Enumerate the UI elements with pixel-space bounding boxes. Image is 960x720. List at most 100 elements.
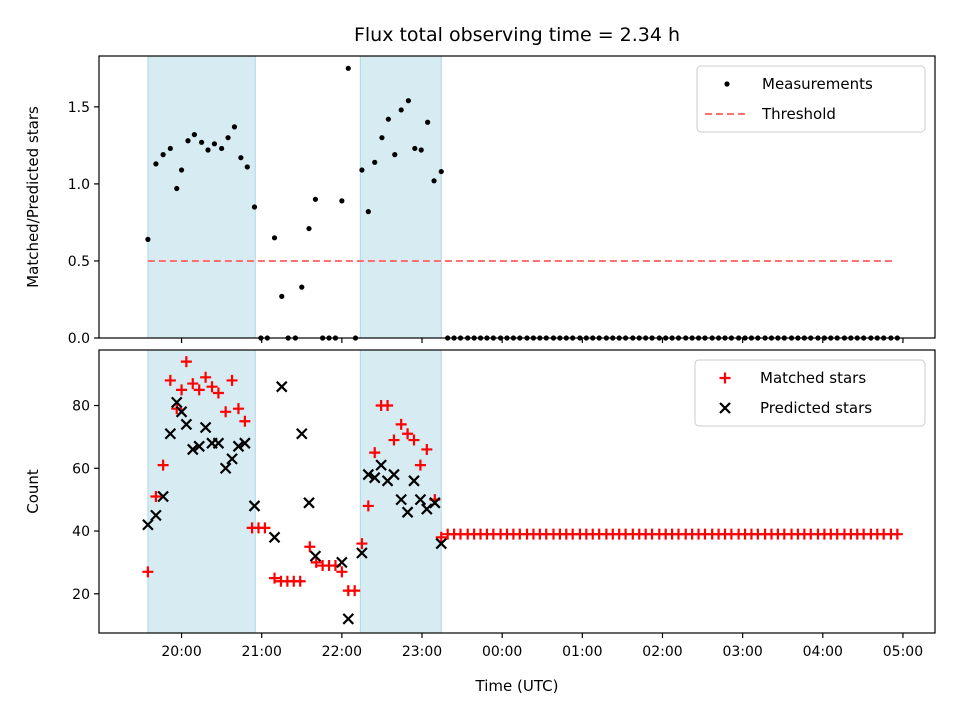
- x-tick-label: 23:00: [402, 644, 442, 660]
- predicted-star-point: [268, 531, 281, 544]
- matched-star-point: [402, 428, 414, 440]
- matched-star-point: [414, 459, 426, 471]
- legend-label: Predicted stars: [760, 399, 872, 417]
- measurement-point: [412, 145, 418, 152]
- predicted-star-point: [356, 547, 368, 559]
- measurement-point: [339, 198, 345, 204]
- legend-marker: [724, 81, 730, 87]
- y-axis-label: Count: [24, 469, 42, 514]
- x-tick-label: 22:00: [322, 644, 362, 660]
- measurement-point: [299, 284, 305, 290]
- measurement-point: [178, 167, 185, 173]
- x-axis-label: Time (UTC): [475, 677, 559, 695]
- measurement-point: [379, 135, 385, 141]
- predicted-star-point: [239, 437, 251, 449]
- predicted-star-point: [401, 506, 414, 518]
- predicted-star-point: [212, 437, 225, 449]
- measurement-point: [185, 138, 191, 144]
- predicted-star-point: [275, 380, 288, 393]
- predicted-star-point: [175, 406, 188, 418]
- measurement-point: [372, 159, 378, 165]
- predicted-star-point: [435, 537, 448, 550]
- matched-star-point: [259, 522, 271, 534]
- measurement-point: [198, 139, 205, 145]
- predicted-star-point: [375, 459, 387, 471]
- measurement-point: [405, 98, 411, 104]
- measurement-point: [244, 164, 250, 170]
- matched-star-point: [171, 403, 183, 415]
- predicted-star-point: [157, 490, 169, 503]
- predicted-star-point: [368, 471, 381, 484]
- matched-star-point: [382, 400, 394, 412]
- predicted-star-point: [395, 493, 407, 506]
- x-tick-label: 20:00: [161, 644, 201, 660]
- predicted-star-point: [232, 440, 245, 453]
- matched-star-point: [388, 434, 400, 446]
- predicted-star-point: [142, 518, 154, 531]
- measurement-point: [191, 131, 197, 138]
- matched-star-point: [369, 447, 381, 459]
- axes-frame: [98, 349, 936, 634]
- predicted-star-point: [342, 613, 355, 625]
- bottom-panel-counts: 20 40 60 80 20:00 21:00 22:00 23:00 00:00 01:00 02…: [24, 349, 936, 660]
- y-tick-label: 0.5: [68, 254, 90, 270]
- predicted-star-point: [303, 497, 315, 509]
- y-tick-label: 1.5: [68, 100, 90, 116]
- measurement-point: [431, 178, 437, 184]
- matched-star-point: [226, 374, 238, 386]
- x-tick-label: 01:00: [562, 644, 602, 660]
- measurement-point: [425, 119, 431, 125]
- predicted-star-point: [150, 509, 162, 522]
- matched-star-point: [356, 538, 368, 550]
- matched-star-point: [206, 381, 218, 393]
- matched-star-point: [239, 415, 251, 427]
- y-tick-label: 40: [72, 524, 90, 540]
- axes-frame: [98, 55, 936, 339]
- predicted-star-point: [421, 503, 433, 515]
- predicted-star-point: [408, 475, 420, 487]
- measurement-point: [359, 167, 365, 173]
- predicted-star-point: [199, 421, 212, 434]
- predicted-star-point: [429, 497, 441, 509]
- predicted-star-point: [164, 427, 177, 440]
- measurement-point: [174, 185, 180, 192]
- y-tick-label: 0.0: [68, 331, 90, 347]
- matched-star-point: [336, 566, 348, 578]
- measurement-point: [167, 145, 173, 152]
- top-panel-ratio: 0.0 0.5 1.0 1.5 Matched/Predicted stars Measu…: [24, 55, 936, 347]
- matched-star-point: [269, 572, 281, 584]
- measurement-point: [312, 196, 319, 202]
- predicted-star-point: [187, 443, 199, 456]
- predicted-star-point: [336, 556, 348, 569]
- chart-title: Flux total observing time = 2.34 h: [354, 24, 680, 46]
- matched-star-point: [212, 387, 224, 399]
- measurement-point: [231, 124, 238, 130]
- legend: Matched stars Predicted stars: [694, 359, 926, 427]
- measurement-point: [251, 204, 258, 210]
- matched-star-point: [310, 556, 322, 568]
- matched-star-point: [395, 418, 407, 430]
- measurement-point: [306, 225, 312, 232]
- measurement-point: [438, 168, 444, 175]
- measurement-point: [160, 152, 166, 158]
- measurement-point: [398, 107, 404, 113]
- measurement-point: [385, 116, 391, 122]
- measurement-point: [238, 155, 244, 161]
- measurement-point: [365, 209, 371, 215]
- measurement-point: [392, 152, 398, 158]
- y-axis-label: Matched/Predicted stars: [24, 106, 42, 288]
- observing-span-0: [147, 349, 256, 634]
- observing-span-1: [359, 55, 442, 339]
- matched-star-point: [435, 531, 447, 543]
- measurement-point: [145, 236, 151, 242]
- predicted-star-point: [180, 418, 193, 431]
- measurement-point: [211, 141, 218, 147]
- matched-star-point: [421, 443, 433, 455]
- x-tick-label: 03:00: [722, 644, 762, 660]
- matched-star-point: [408, 434, 420, 446]
- measurement-point: [279, 293, 285, 299]
- legend-box: [694, 359, 926, 427]
- x-tick-label: 00:00: [482, 644, 522, 660]
- measurement-point: [153, 161, 159, 167]
- predicted-star-point: [388, 468, 400, 481]
